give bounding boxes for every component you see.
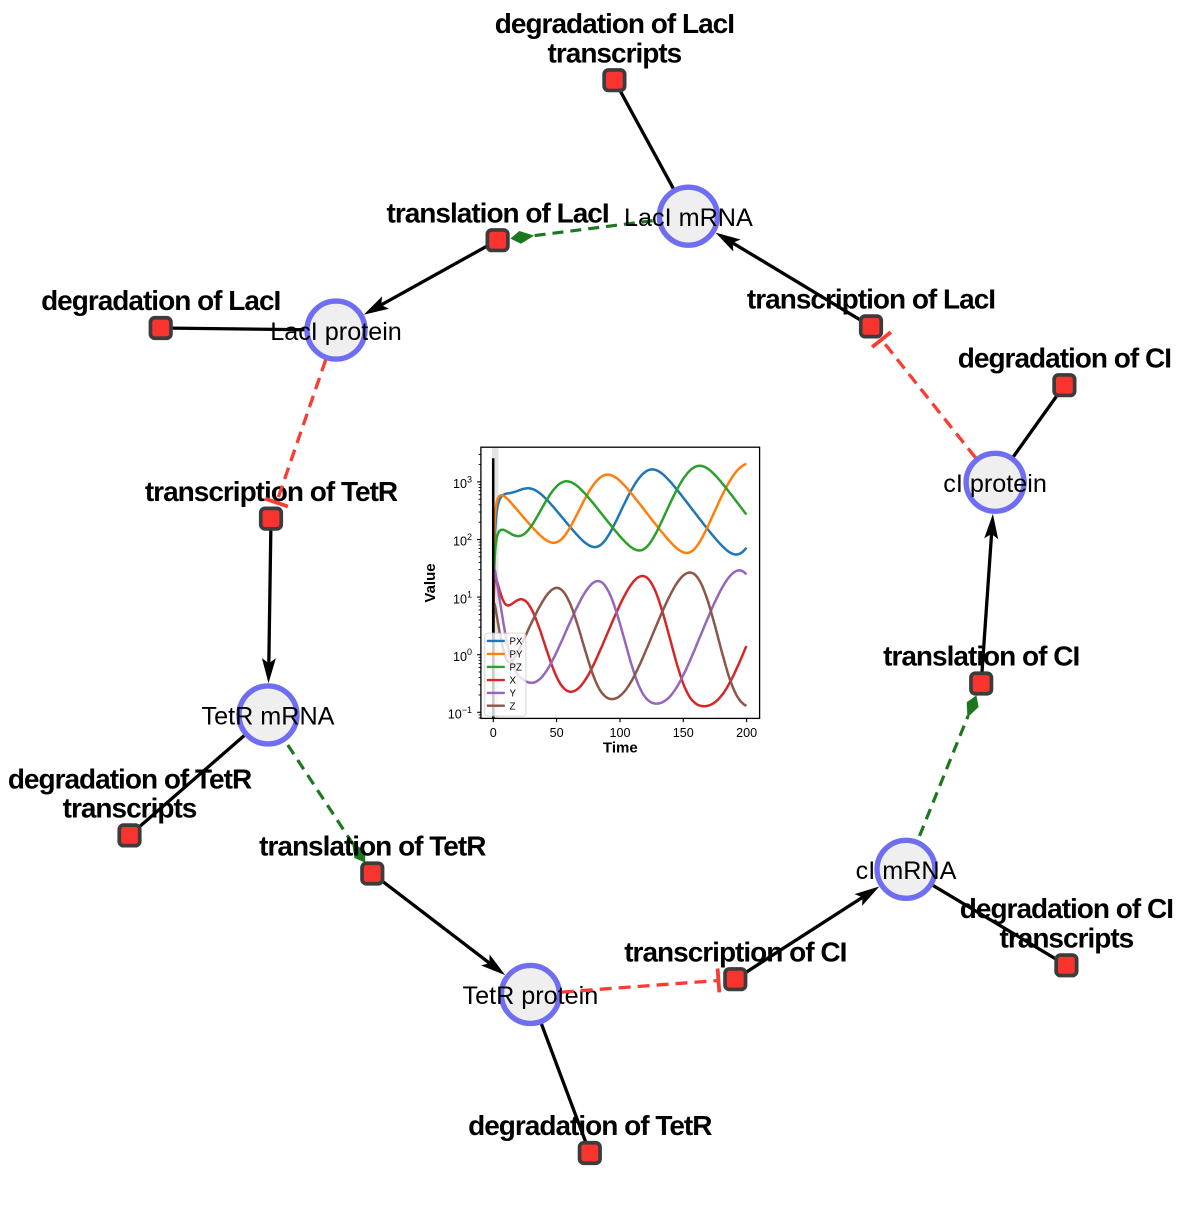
svg-text:LacI protein: LacI protein (270, 318, 402, 346)
svg-text:transcripts: transcripts (1000, 923, 1134, 954)
svg-text:Y: Y (510, 689, 517, 700)
svg-text:transcription of CI: transcription of CI (624, 936, 846, 967)
svg-text:Time: Time (603, 740, 638, 757)
svg-text:degradation of TetR: degradation of TetR (8, 763, 252, 794)
svg-text:100: 100 (609, 726, 630, 740)
svg-text:Z: Z (510, 701, 516, 712)
svg-text:LacI mRNA: LacI mRNA (624, 204, 753, 232)
svg-text:TetR protein: TetR protein (462, 982, 598, 1010)
svg-text:50: 50 (550, 726, 564, 740)
svg-text:degradation of LacI: degradation of LacI (41, 285, 280, 316)
svg-text:translation of LacI: translation of LacI (387, 197, 609, 228)
svg-text:cI protein: cI protein (943, 470, 1047, 498)
svg-text:translation of CI: translation of CI (883, 641, 1079, 672)
svg-text:degradation of CI: degradation of CI (958, 342, 1171, 373)
svg-text:transcripts: transcripts (548, 37, 682, 68)
svg-text:TetR mRNA: TetR mRNA (202, 703, 335, 731)
svg-text:cI mRNA: cI mRNA (856, 857, 957, 885)
svg-text:PZ: PZ (510, 663, 522, 674)
svg-text:PY: PY (510, 650, 523, 661)
svg-text:degradation of LacI: degradation of LacI (495, 8, 734, 39)
svg-text:150: 150 (673, 726, 694, 740)
svg-text:translation of TetR: translation of TetR (259, 831, 486, 862)
svg-text:Value: Value (422, 563, 439, 602)
svg-text:transcripts: transcripts (63, 793, 197, 824)
svg-text:PX: PX (510, 637, 523, 648)
svg-text:degradation of TetR: degradation of TetR (468, 1110, 712, 1141)
svg-text:200: 200 (736, 726, 757, 740)
svg-text:degradation of CI: degradation of CI (960, 893, 1173, 924)
svg-text:0: 0 (490, 726, 497, 740)
svg-text:transcription of LacI: transcription of LacI (747, 284, 995, 315)
svg-text:X: X (510, 676, 517, 687)
